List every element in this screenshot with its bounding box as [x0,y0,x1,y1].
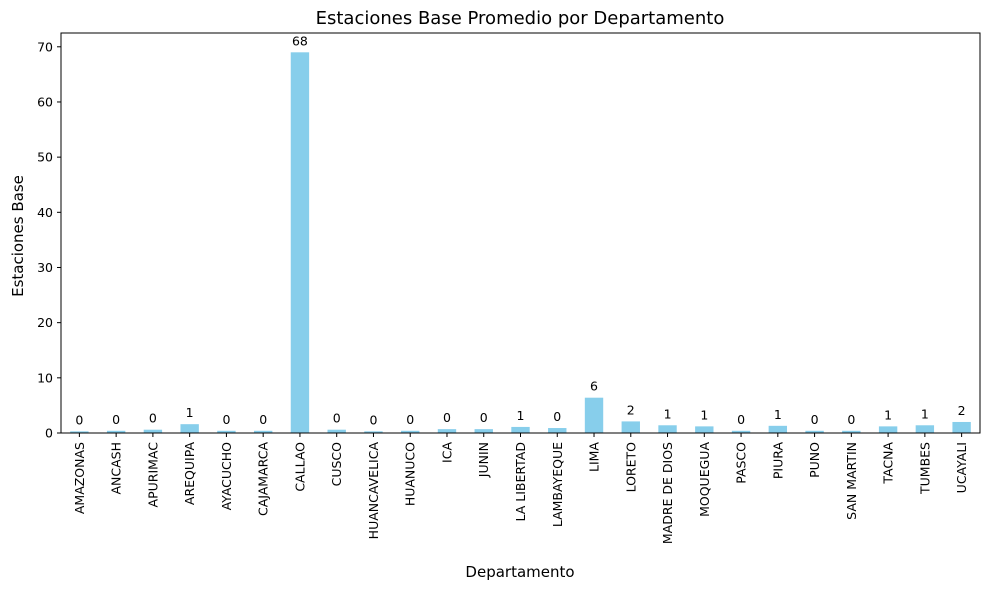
bar [584,397,604,433]
y-tick-label: 50 [37,150,53,165]
bar-value-label: 1 [774,407,782,422]
bar-value-label: 68 [292,33,308,48]
bar [70,431,89,433]
x-tick-label: TACNA [881,442,896,485]
x-tick-label: AYACUCHO [219,442,234,511]
x-tick-label: ANCASH [109,442,124,495]
y-tick-label: 70 [37,39,53,54]
bar [768,425,788,433]
x-tick-label: PUNO [807,442,822,478]
bar-value-label: 1 [884,407,892,422]
bar [805,430,824,433]
bar-value-label: 1 [517,408,525,423]
y-axis: 0 10 20 30 40 50 60 70 [37,39,61,441]
bar [437,429,457,433]
bar [621,421,640,433]
y-tick-label: 10 [37,370,53,385]
x-tick-label: CUSCO [329,442,344,487]
bar [878,426,898,433]
bar [548,428,567,433]
x-tick-label: TUMBES [917,442,932,495]
bar-value-label: 6 [590,379,598,394]
bar-value-label: 0 [406,412,414,427]
bar [401,430,420,433]
chart-title: Estaciones Base Promedio por Departament… [316,8,725,29]
y-axis-label: Estaciones Base [9,175,27,297]
bar-value-label: 0 [553,409,561,424]
bar-value-label: 0 [369,412,377,427]
bar-value-label: 1 [664,406,672,421]
plot-frame [60,32,981,434]
bar-value-label: 0 [443,410,451,425]
bar-value-label: 2 [958,403,966,418]
bar-value-label: 0 [811,412,819,427]
bar-value-label: 0 [737,412,745,427]
y-tick-label: 60 [37,94,53,109]
x-tick-label: LORETO [623,442,638,493]
x-tick-label: CAJAMARCA [256,442,271,516]
x-tick-label: HUANUCO [403,442,418,506]
bar [217,430,236,433]
y-tick-label: 20 [37,315,53,330]
x-tick-label: MADRE DE DIOS [660,442,675,544]
x-tick-label: AMAZONAS [72,442,87,514]
bar [731,430,751,433]
x-tick-label: SAN MARTIN [844,442,859,520]
x-tick-label: APURIMAC [145,442,160,508]
x-tick-label: HUANCAVELICA [366,442,381,540]
bar-value-label: 0 [149,411,157,426]
x-tick-label: LA LIBERTAD [513,442,528,522]
x-tick-label: MOQUEGUA [697,442,712,517]
bar-value-label: 0 [333,411,341,426]
bar [290,52,310,434]
bar [143,429,163,433]
bar-value-label: 1 [186,405,194,420]
bars [70,52,971,434]
x-tick-label: UCAYALI [954,442,969,493]
bar [364,431,383,433]
bar-value-label: 1 [921,406,929,421]
bar-value-label: 0 [222,412,230,427]
bar [180,424,199,433]
y-tick-label: 40 [37,205,53,220]
x-tick-label: CALLAO [292,442,307,492]
bar [106,430,126,433]
x-tick-label: LIMA [587,442,602,472]
x-tick-label: JUNIN [476,442,491,478]
bar [952,421,971,433]
bar [474,429,493,433]
x-tick-label: PASCO [734,442,749,484]
bar [327,429,346,433]
x-axis: AMAZONAS ANCASH APURIMAC AREQUIPA AYACUCHO CA… [72,433,969,544]
bar-value-label: 0 [112,412,120,427]
y-tick-label: 30 [37,260,53,275]
x-axis-label: Departamento [465,563,574,581]
bar-value-label: 2 [627,402,635,417]
bar [658,425,677,433]
bar-value-label: 0 [259,412,267,427]
bar [915,425,935,433]
x-tick-label: LAMBAYEQUE [550,442,565,527]
bar [695,426,714,433]
bar [511,426,530,433]
bar-value-label: 0 [480,410,488,425]
x-tick-label: PIURA [770,442,785,480]
bar-value-label: 1 [700,407,708,422]
x-tick-label: ICA [439,442,454,463]
y-tick-label: 0 [45,426,53,441]
bar-value-label: 0 [75,412,83,427]
bar [842,430,861,433]
bar-value-label: 0 [847,412,855,427]
x-tick-label: AREQUIPA [182,442,197,506]
bar [253,430,273,433]
